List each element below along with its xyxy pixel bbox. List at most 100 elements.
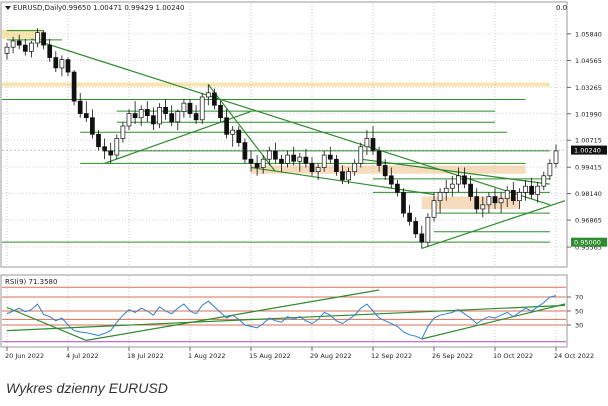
candle-body (212, 92, 217, 106)
candle-body (456, 175, 461, 185)
rsi-line (6, 295, 557, 340)
candle-body (327, 154, 333, 160)
support-resistance-zone (2, 82, 550, 87)
candle-body (462, 175, 467, 185)
candle-body (266, 150, 272, 160)
candle-body (120, 125, 126, 139)
candle-body (541, 175, 547, 187)
price-tick-label: 1.00715 (575, 137, 602, 145)
candle-body (303, 156, 309, 164)
candle-body (163, 106, 168, 114)
candle-body (431, 200, 437, 218)
time-axis: 20 Jun 2022 4 Jul 2022 18 Jul 2022 1 Aug 20… (5, 347, 594, 360)
candle-body (230, 129, 236, 135)
time-tick-label: 1 Aug 2022 (188, 352, 226, 360)
candle-body (279, 158, 284, 164)
candle-body (388, 175, 394, 185)
candle-body (236, 129, 242, 143)
candle-body (53, 57, 59, 69)
candle-body (260, 158, 266, 168)
candle-body (65, 59, 71, 73)
price-panel-frame (0, 1, 568, 268)
corner-value: 0.0 (556, 4, 567, 12)
candle-body (358, 146, 364, 164)
rsi-trend-line (6, 306, 87, 341)
trend-line (207, 84, 276, 173)
candle-body (370, 138, 376, 152)
time-tick-label: 20 Jun 2022 (5, 352, 44, 360)
candle-body (315, 167, 321, 173)
header-label-group: EURUSD,Daily 0.99650 1.00471 0.99429 1.0… (5, 4, 567, 12)
rsi-panel: RSI(9) 71.3580 70 50 30 (0, 274, 583, 348)
candle-body (480, 204, 486, 210)
rsi-tick-label: 50 (575, 308, 583, 316)
time-tick-label: 15 Aug 2022 (249, 352, 291, 360)
candle-body (523, 185, 528, 193)
candle-body (285, 154, 290, 164)
candle-body (175, 111, 181, 123)
time-tick-label: 4 Jul 2022 (66, 352, 99, 360)
candle-body (108, 150, 114, 156)
price-tick-label: 1.01990 (575, 110, 602, 118)
candle-body (83, 113, 89, 119)
candle-body (71, 71, 77, 102)
candle-body (443, 187, 449, 193)
candle-body (224, 117, 229, 135)
price-tick-label: 1.03265 (575, 84, 602, 92)
candle-body (35, 32, 40, 44)
candle-body (340, 171, 345, 181)
rsi-tick-label: 70 (575, 294, 583, 302)
candle-body (553, 150, 559, 164)
candle-body (242, 142, 248, 160)
dropdown-triangle-icon[interactable] (5, 6, 11, 10)
candle-body (273, 150, 278, 160)
price-panel: EURUSD,Daily 0.99650 1.00471 0.99429 1.0… (0, 1, 607, 268)
candle-body (77, 100, 83, 114)
price-tick-label: 0.96865 (575, 217, 602, 225)
candle-body (193, 113, 199, 121)
candle-body (10, 40, 16, 48)
time-tick-label: 18 Jul 2022 (127, 352, 164, 360)
candle-body (126, 113, 132, 127)
candle-body (401, 192, 406, 214)
rsi-tick-label: 30 (575, 322, 583, 330)
candle-body (364, 138, 370, 148)
candle-body (59, 59, 65, 69)
rsi-trend-line (421, 303, 566, 340)
candle-body (41, 32, 46, 46)
candle-body (407, 212, 412, 222)
candle-body (419, 233, 425, 243)
candle-body (382, 165, 388, 177)
price-tick-label: 1.05840 (575, 30, 602, 38)
level-label: 0.95000 (574, 239, 601, 247)
price-tick-label: 0.95565 (575, 244, 602, 252)
candle-body (395, 183, 400, 193)
candle-body (504, 189, 510, 199)
candle-body (254, 163, 260, 168)
price-tick-label: 0.98140 (575, 190, 602, 198)
candle-body (425, 216, 431, 243)
candle-body (132, 113, 138, 119)
candle-body (437, 192, 443, 202)
candle-body (181, 102, 187, 112)
candle-body (96, 133, 101, 148)
candle-body (547, 163, 553, 177)
candle-body (248, 158, 254, 164)
price-tick-label: 1.04565 (575, 57, 602, 65)
price-tick-label: 0.99415 (575, 164, 602, 172)
candle-body (352, 163, 358, 173)
candle-body (47, 44, 53, 58)
candle-body (151, 115, 156, 125)
time-tick-label: 26 Sep 2022 (432, 352, 473, 360)
support-resistance-zone (2, 29, 44, 39)
time-tick-label: 10 Oct 2022 (493, 352, 533, 360)
chart-caption: Wykres dzienny EURUSD (6, 380, 168, 396)
candle-body (187, 102, 193, 114)
ohlc-readout: 0.99650 1.00471 0.99429 1.00240 (62, 4, 184, 12)
candle-body (90, 117, 95, 135)
candle-body (29, 42, 34, 52)
candle-body (492, 196, 498, 204)
candle-body (413, 221, 419, 235)
level-label-box (571, 237, 607, 247)
candle-body (291, 154, 297, 162)
